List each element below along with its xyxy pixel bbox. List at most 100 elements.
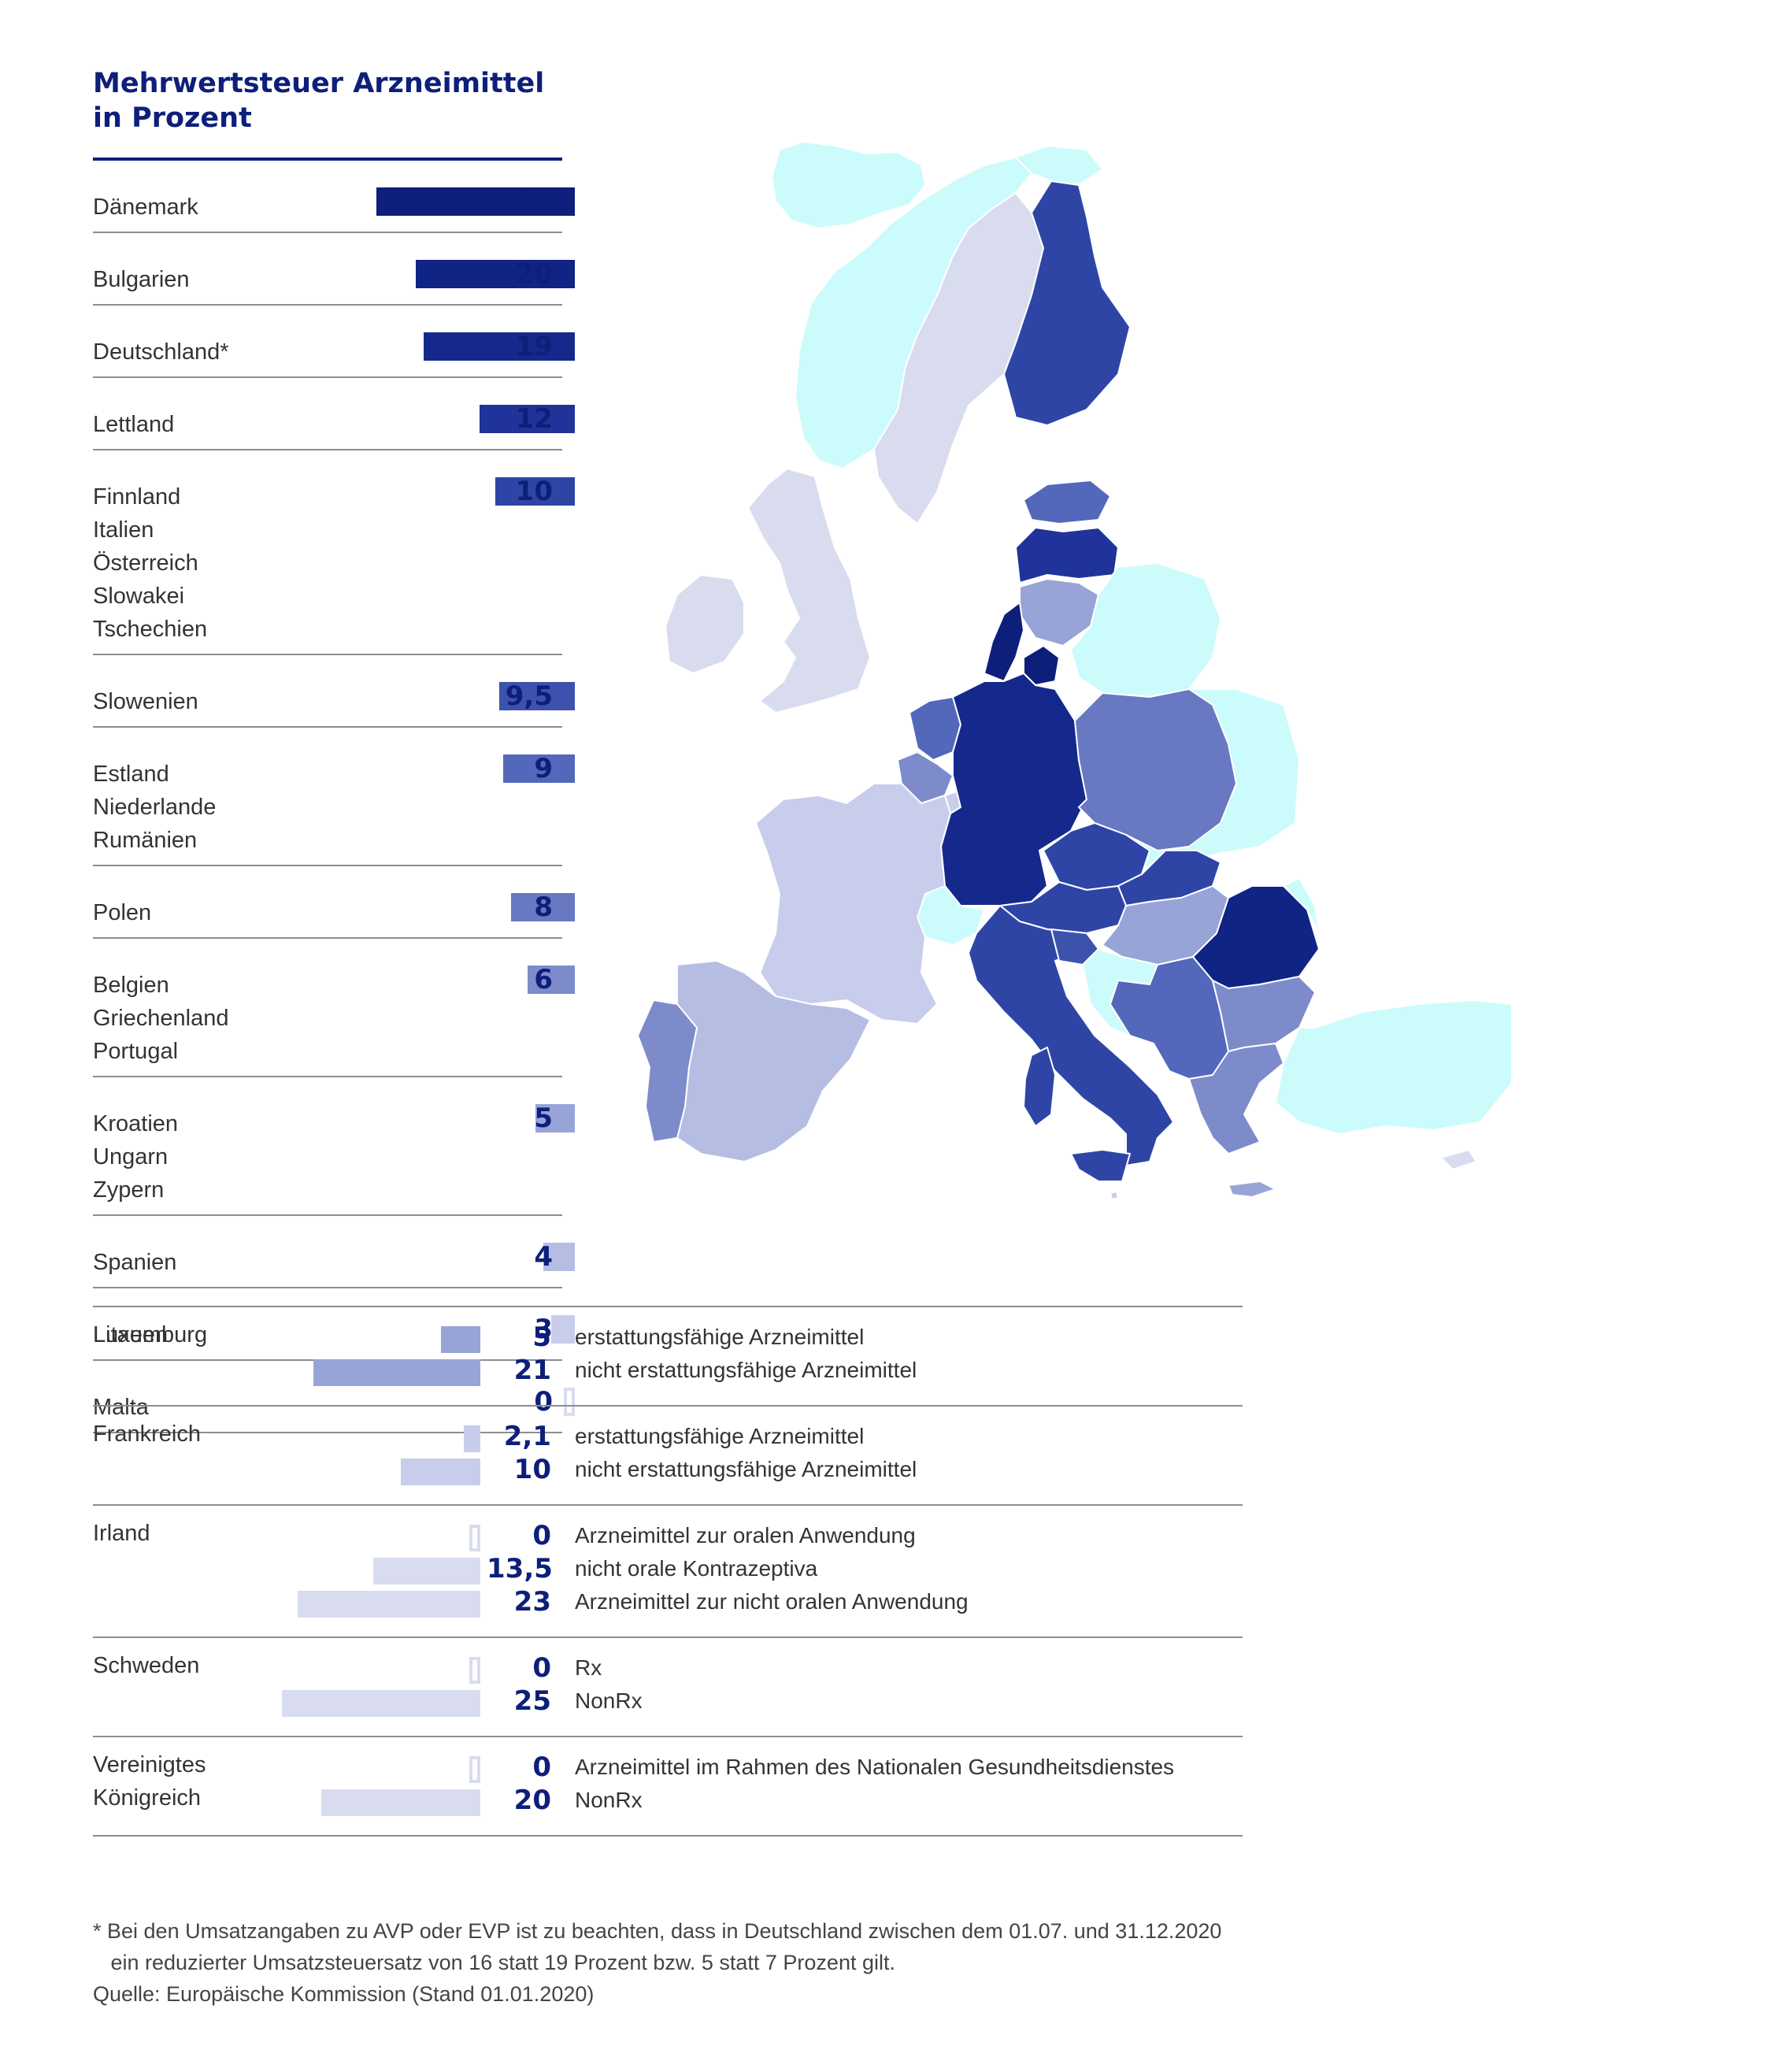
special-rate-group: Schweden 0 Rx 25 NonRx <box>93 1638 1243 1737</box>
special-rate-group: Vereinigtes Königreich 0 Arzneimittel im R… <box>93 1737 1243 1837</box>
rank-country-list: Bulgarien <box>93 233 562 304</box>
special-rate-line: 13,5 nicht orale Kontrazeptiva <box>93 1553 1243 1586</box>
rank-country-name: Polen <box>93 900 152 925</box>
map-region-portugal <box>637 999 698 1143</box>
special-rate-country: Frankreich <box>93 1421 201 1447</box>
rank-value-label: 9,5 <box>505 680 553 712</box>
special-rate-value: 10 <box>513 1454 551 1485</box>
map-region-frankreich <box>755 783 951 1025</box>
rank-country-name: Estland <box>93 762 169 787</box>
rank-value-label: 25 <box>515 186 553 217</box>
rank-country-list: Slowenien <box>93 655 562 726</box>
rank-country-name: Dänemark <box>93 195 198 220</box>
rank-row: Spanien 4 <box>93 1216 575 1288</box>
rank-country-name: Spanien <box>93 1250 177 1275</box>
chart-title: Mehrwertsteuer Arzneimittel in Prozent <box>93 66 597 135</box>
special-rate-bar <box>298 1591 480 1618</box>
map-region-norwegen-nord <box>1015 145 1103 186</box>
map-region-tuerkei <box>1275 999 1513 1135</box>
rank-value-label: 12 <box>515 403 553 435</box>
special-rate-value: 25 <box>513 1685 551 1717</box>
special-rate-value: 23 <box>513 1586 551 1618</box>
rank-country-name: Slowenien <box>93 689 198 714</box>
special-rate-group: Irland 0 Arzneimittel zur oralen Anwendung… <box>93 1506 1243 1638</box>
footnote: * Bei den Umsatzangaben zu AVP oder EVP … <box>93 1915 1221 2010</box>
rank-value-label: 6 <box>534 964 553 995</box>
rank-country-list: Deutschland* <box>93 306 562 376</box>
rank-value-label: 19 <box>515 331 553 362</box>
rank-country-name: Niederlande <box>93 795 217 820</box>
special-rate-line: 10 nicht erstattungsfähige Arzneimittel <box>93 1454 1243 1487</box>
rank-country-list: Belgien Griechenland Portugal <box>93 939 562 1076</box>
rank-value-label: 5 <box>534 1103 553 1134</box>
rank-country-list: Dänemark <box>93 161 562 232</box>
special-rate-description: NonRx <box>575 1688 643 1713</box>
map-region-moldau <box>1283 877 1320 934</box>
rank-bar <box>416 260 575 288</box>
special-rate-country: Schweden <box>93 1653 200 1678</box>
map-region-irland <box>665 574 745 674</box>
special-rate-country: Vereinigtes Königreich <box>93 1752 206 1811</box>
special-rate-group: Litauen 5 erstattungsfähige Arzneimittel 21… <box>93 1307 1243 1407</box>
special-rate-bar <box>313 1359 480 1386</box>
rank-row: Finnland Italien Österreich Slowakei Tschech… <box>93 450 575 655</box>
rank-country-name: Malta <box>93 1395 149 1420</box>
rank-country-name: Kroatien <box>93 1111 179 1136</box>
rank-row: Kroatien Ungarn Zypern 5 <box>93 1077 575 1216</box>
rank-country-list: Malta <box>93 1361 562 1432</box>
rank-row: Lettland 12 <box>93 378 575 450</box>
special-rate-value: 21 <box>513 1355 551 1386</box>
special-rate-description: Arzneimittel zur nicht oralen Anwendung <box>575 1589 969 1614</box>
special-rate-line: 23 Arzneimittel zur nicht oralen Anwendun… <box>93 1586 1243 1619</box>
special-rate-bar <box>321 1789 480 1816</box>
title-line-1: Mehrwertsteuer Arzneimittel <box>93 68 545 99</box>
europe-map <box>637 141 1513 1200</box>
rank-country-name: Österreich <box>93 550 198 576</box>
ranking-table: Dänemark 25 Bulgarien 20 Deutschland* 19 Lettl… <box>93 161 575 1433</box>
rank-country-list: Lettland <box>93 378 562 449</box>
special-rate-line: 0 Rx <box>93 1652 1243 1685</box>
map-region-kreta <box>1228 1181 1276 1198</box>
special-rate-country: Irland <box>93 1521 150 1546</box>
rank-bar <box>480 405 575 433</box>
rank-bar <box>424 332 575 361</box>
rank-bar <box>527 966 575 994</box>
map-region-griechenland <box>1188 1043 1284 1155</box>
rank-country-name: Belgien <box>93 973 169 998</box>
rank-country-name: Finnland <box>93 484 181 510</box>
special-rate-line: 0 Arzneimittel im Rahmen des Nationalen G… <box>93 1751 1243 1785</box>
map-region-sardinien <box>1023 1047 1056 1127</box>
map-region-sizilien <box>1070 1149 1131 1182</box>
rank-country-list: Luxemburg <box>93 1288 562 1359</box>
special-rate-description: nicht erstattungsfähige Arzneimittel <box>575 1358 917 1382</box>
rank-value-label: 3 <box>534 1314 553 1345</box>
special-rate-bar <box>440 1326 480 1353</box>
map-region-island <box>771 141 926 229</box>
special-rate-description: erstattungsfähige Arzneimittel <box>575 1325 865 1349</box>
rank-value-label: 4 <box>534 1241 553 1273</box>
special-rate-value: 0 <box>532 1751 551 1783</box>
rank-country-name: Zypern <box>93 1177 165 1203</box>
rank-row: Deutschland* 19 <box>93 306 575 378</box>
rank-country-name: Luxemburg <box>93 1322 208 1347</box>
source-text: Quelle: Europäische Kommission (Stand 01… <box>93 1982 595 2006</box>
rank-country-name: Tschechien <box>93 617 208 642</box>
rank-country-list: Kroatien Ungarn Zypern <box>93 1077 562 1214</box>
special-rate-line: 25 NonRx <box>93 1685 1243 1718</box>
special-rate-description: nicht orale Kontrazeptiva <box>575 1556 818 1581</box>
special-rate-bar <box>463 1425 480 1452</box>
rank-row: Slowenien 9,5 <box>93 655 575 728</box>
rank-bar <box>535 1104 575 1132</box>
special-rate-value: 5 <box>532 1321 551 1353</box>
rank-country-name: Lettland <box>93 412 175 437</box>
rank-value-label: 20 <box>515 258 553 290</box>
special-rate-line: 0 Arzneimittel zur oralen Anwendung <box>93 1520 1243 1553</box>
special-rate-bar <box>469 1657 480 1684</box>
special-rate-description: nicht erstattungsfähige Arzneimittel <box>575 1457 917 1481</box>
rank-bar <box>499 682 575 710</box>
map-region-finnland <box>1003 180 1131 426</box>
map-region-zypern <box>1440 1149 1477 1170</box>
special-rate-value: 0 <box>532 1652 551 1684</box>
special-rate-country: Litauen <box>93 1322 169 1347</box>
rank-bar <box>376 187 575 216</box>
